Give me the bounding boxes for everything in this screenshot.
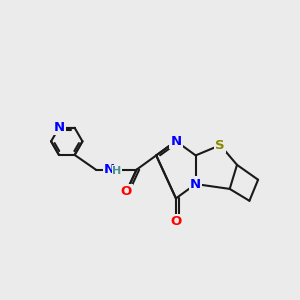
Text: N: N: [190, 178, 201, 190]
Text: H: H: [112, 166, 122, 176]
Text: N: N: [104, 163, 115, 176]
Text: N: N: [53, 121, 64, 134]
Text: S: S: [215, 139, 225, 152]
Text: O: O: [170, 215, 182, 228]
Text: O: O: [121, 185, 132, 198]
Text: N: N: [170, 135, 182, 148]
